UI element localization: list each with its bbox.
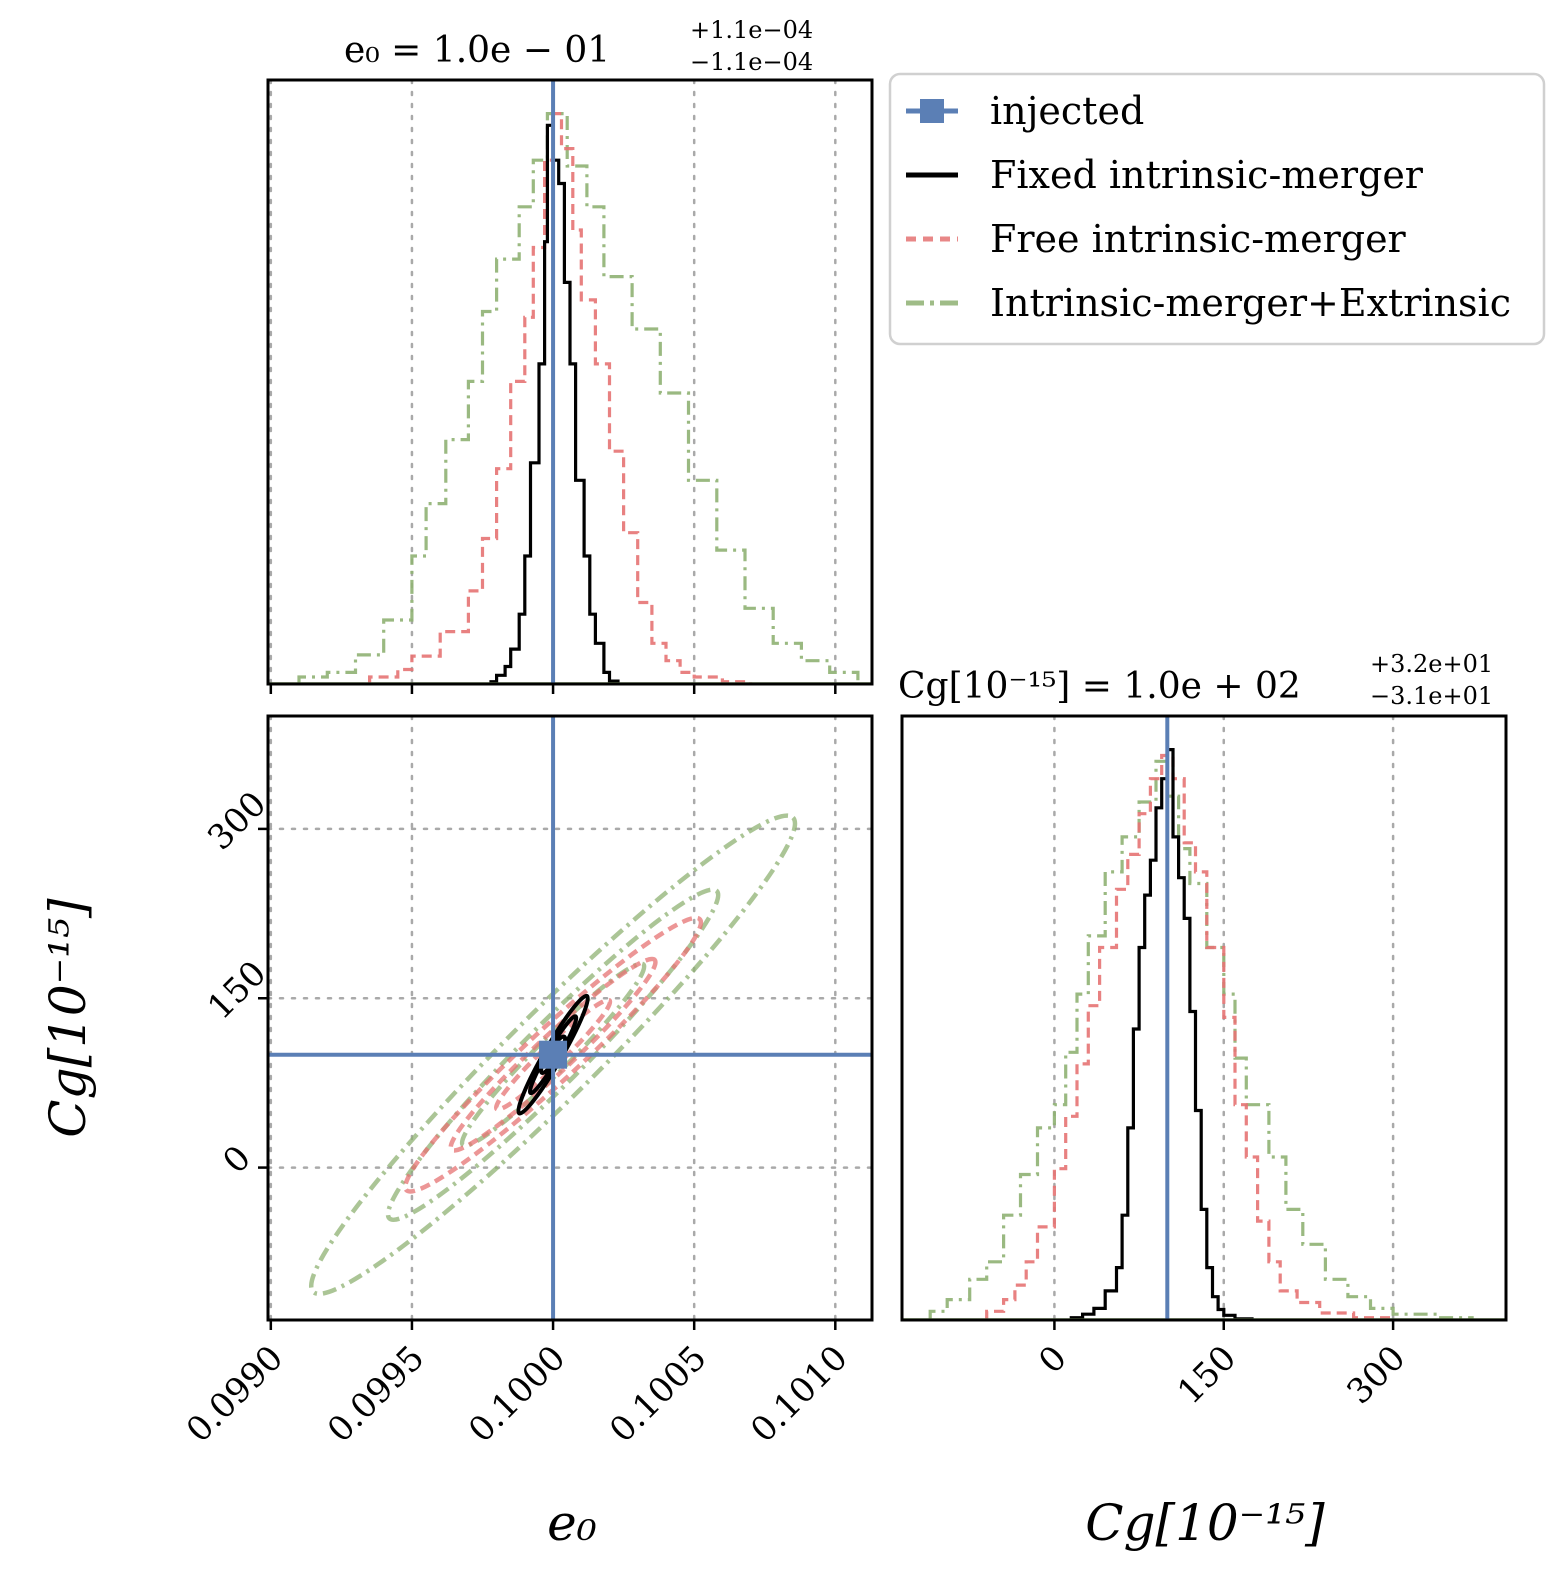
x-axis-label-cg: Cg[10⁻¹⁵] xyxy=(1085,1494,1325,1552)
cg-title-upper: +3.2e+01 xyxy=(1370,650,1493,678)
cg-marginal-panel: 0 150 300 xyxy=(900,714,1508,1412)
e0-marginal-frame xyxy=(266,78,874,686)
joint-injected-marker xyxy=(539,1040,568,1069)
joint-x-tick-label: 0.1000 xyxy=(461,1338,573,1450)
joint-y-tick-label: 0 xyxy=(215,1138,259,1182)
e0-marginal-panel xyxy=(266,78,874,694)
legend-label: injected xyxy=(990,89,1144,133)
joint-y-tick-label: 150 xyxy=(200,953,274,1027)
e0-hist-free xyxy=(368,112,753,684)
joint-x-tick-label: 0.0995 xyxy=(320,1338,432,1450)
cg-hist-free xyxy=(985,753,1395,1320)
joint-contour-free xyxy=(403,915,704,1194)
e0-title-main: e₀ = 1.0e − 01 xyxy=(344,30,610,71)
joint-contour-extrinsic xyxy=(459,961,647,1149)
joint-x-tick-label: 0.0990 xyxy=(179,1338,291,1450)
joint-contour-free xyxy=(448,956,658,1153)
x-axis-label-e0: e₀ xyxy=(547,1494,597,1552)
legend-label: Free intrinsic-merger xyxy=(990,217,1407,261)
cg-title: Cg[10⁻¹⁵] = 1.0e + 02 +3.2e+01 −3.1e+01 xyxy=(898,650,1493,710)
e0-title-lower: −1.1e−04 xyxy=(690,48,813,76)
joint-x-tick-label: 0.1010 xyxy=(743,1338,855,1450)
legend-marker-square xyxy=(920,99,944,123)
joint-contour-extrinsic xyxy=(308,813,798,1297)
cg-title-lower: −3.1e+01 xyxy=(1370,682,1493,710)
e0-title-upper: +1.1e−04 xyxy=(690,16,813,44)
legend: injected Fixed intrinsic-merger Free intri… xyxy=(888,72,1546,346)
legend-box xyxy=(888,72,1546,346)
y-axis-label-cg: Cg[10⁻¹⁵] xyxy=(39,898,97,1138)
joint-x-tick-label: 0.1005 xyxy=(602,1338,714,1450)
cg-x-tick-label: 300 xyxy=(1339,1338,1413,1412)
cg-marginal-frame xyxy=(900,714,1508,1322)
joint-y-tick-label: 300 xyxy=(200,784,274,858)
cg-x-tick-label: 0 xyxy=(1031,1338,1075,1382)
joint-contour-extrinsic xyxy=(385,887,721,1223)
legend-label: Fixed intrinsic-merger xyxy=(990,153,1424,197)
joint-panel: 0.0990 0.0995 0.1000 0.1005 0.1010 0 150 300 xyxy=(179,714,874,1450)
cg-title-main: Cg[10⁻¹⁵] = 1.0e + 02 xyxy=(898,666,1301,707)
cg-hist-extrinsic xyxy=(928,759,1474,1320)
e0-hist-extrinsic xyxy=(297,112,860,684)
joint-frame xyxy=(266,714,874,1322)
cg-hist-fixed xyxy=(1069,748,1254,1321)
cg-x-tick-label: 150 xyxy=(1170,1338,1244,1412)
e0-title: e₀ = 1.0e − 01 +1.1e−04 −1.1e−04 xyxy=(344,16,813,76)
legend-label: Intrinsic-merger+Extrinsic xyxy=(990,281,1511,325)
